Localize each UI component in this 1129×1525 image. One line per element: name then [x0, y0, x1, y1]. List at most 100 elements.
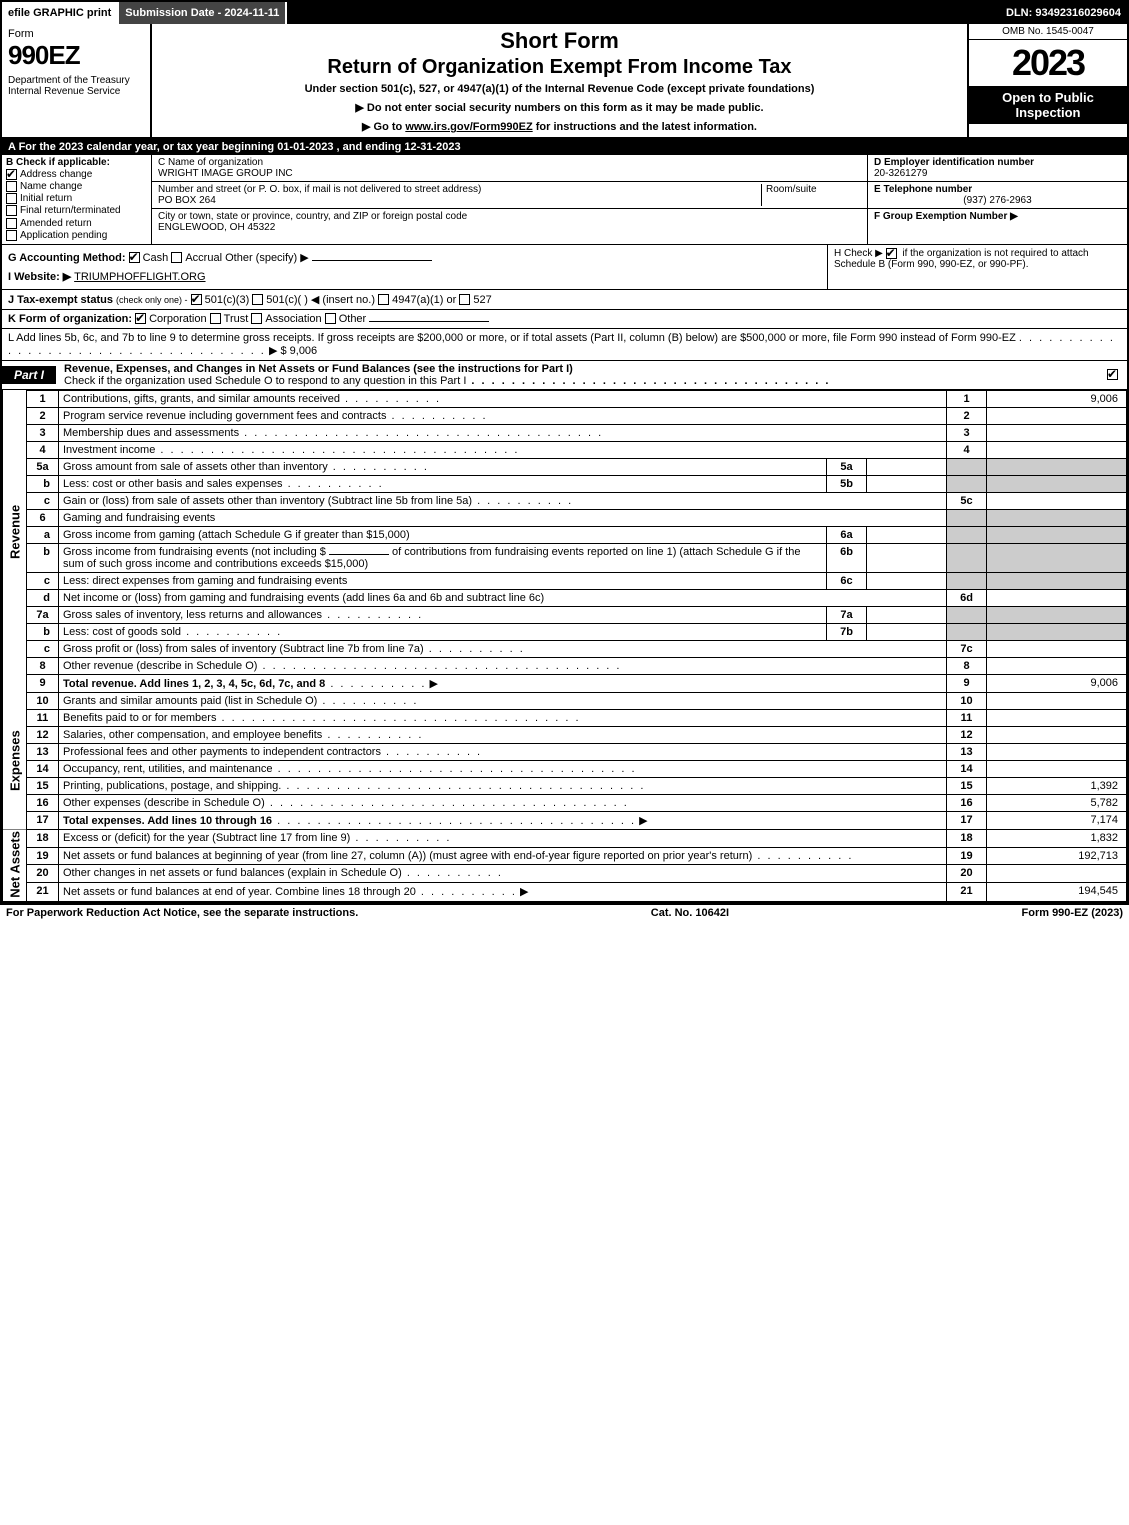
chk-name-change[interactable] [6, 181, 17, 192]
line-5a-mini: 5a [827, 458, 867, 475]
line-11-desc: Benefits paid to or for members [63, 712, 216, 724]
omb-number: OMB No. 1545-0047 [969, 24, 1127, 40]
chk-trust[interactable] [210, 313, 221, 324]
line-5c-desc: Gain or (loss) from sale of assets other… [63, 495, 472, 507]
chk-501c[interactable] [252, 294, 263, 305]
form-title-short: Short Form [160, 28, 959, 54]
line-l-value: 9,006 [290, 345, 318, 357]
line-3-val [987, 424, 1127, 441]
form-990ez: efile GRAPHIC print Submission Date - 20… [0, 0, 1129, 904]
line-5b-desc: Less: cost or other basis and sales expe… [63, 478, 283, 490]
dln: DLN: 93492316029604 [1000, 2, 1127, 24]
netassets-side-label: Net Assets [3, 829, 27, 901]
website-value[interactable]: TRIUMPHOFFLIGHT.ORG [74, 271, 205, 283]
line-6d-desc: Net income or (loss) from gaming and fun… [63, 592, 544, 604]
line-11-col: 11 [947, 709, 987, 726]
line-6c-num: c [27, 572, 59, 589]
line-5b-minival [867, 475, 947, 492]
line-8-val [987, 657, 1127, 674]
chk-association[interactable] [251, 313, 262, 324]
line-18-val: 1,832 [987, 829, 1127, 847]
form-label: Form [8, 28, 144, 40]
shade-cell [947, 526, 987, 543]
irs-link[interactable]: www.irs.gov/Form990EZ [405, 121, 532, 133]
lbl-application-pending: Application pending [20, 230, 107, 241]
line-8-col: 8 [947, 657, 987, 674]
chk-schedule-o-part1[interactable] [1107, 369, 1118, 380]
line-7a-desc: Gross sales of inventory, less returns a… [63, 609, 322, 621]
chk-amended-return[interactable] [6, 218, 17, 229]
header-left: Form 990EZ Department of the Treasury In… [2, 24, 152, 137]
line-7c-col: 7c [947, 640, 987, 657]
line-7a-num: 7a [27, 606, 59, 623]
chk-application-pending[interactable] [6, 230, 17, 241]
lbl-address-change: Address change [20, 169, 92, 180]
line-18-num: 18 [27, 829, 59, 847]
line-6d-col: 6d [947, 589, 987, 606]
row-l: L Add lines 5b, 6c, and 7b to line 9 to … [2, 329, 1127, 361]
line-5c-col: 5c [947, 492, 987, 509]
arrow-icon [517, 886, 529, 898]
other-specify-input[interactable] [312, 260, 432, 261]
shade-cell [947, 458, 987, 475]
chk-initial-return[interactable] [6, 193, 17, 204]
line-16-desc: Other expenses (describe in Schedule O) [63, 797, 265, 809]
line-16-num: 16 [27, 794, 59, 811]
section-b-label: B Check if applicable: [6, 157, 147, 168]
chk-schedule-b[interactable] [886, 248, 897, 259]
footer-paperwork-notice: For Paperwork Reduction Act Notice, see … [6, 907, 358, 919]
lbl-4947a1: 4947(a)(1) or [392, 294, 456, 306]
chk-527[interactable] [459, 294, 470, 305]
department-label: Department of the Treasury Internal Reve… [8, 75, 144, 97]
line-13-desc: Professional fees and other payments to … [63, 746, 381, 758]
open-to-public: Open to Public Inspection [969, 86, 1127, 124]
chk-501c3[interactable] [191, 294, 202, 305]
ssn-warning: ▶ Do not enter social security numbers o… [160, 101, 959, 114]
line-6-desc: Gaming and fundraising events [59, 509, 947, 526]
line-20-col: 20 [947, 865, 987, 883]
chk-other-org[interactable] [325, 313, 336, 324]
chk-final-return[interactable] [6, 205, 17, 216]
chk-corporation[interactable] [135, 313, 146, 324]
efile-print-label[interactable]: efile GRAPHIC print [2, 2, 119, 24]
line-6c-mini: 6c [827, 572, 867, 589]
line-9-desc: Total revenue. Add lines 1, 2, 3, 4, 5c,… [63, 678, 325, 690]
chk-cash[interactable] [129, 252, 140, 263]
line-21-desc: Net assets or fund balances at end of ye… [63, 886, 416, 898]
line-20-val [987, 865, 1127, 883]
line-19-val: 192,713 [987, 847, 1127, 865]
chk-4947a1[interactable] [378, 294, 389, 305]
section-bcdef: B Check if applicable: Address change Na… [2, 155, 1127, 245]
row-k: K Form of organization: Corporation Trus… [2, 310, 1127, 329]
expenses-side-label: Expenses [3, 692, 27, 829]
part1-tag: Part I [2, 366, 56, 384]
line-10-val [987, 692, 1127, 709]
line-5c-num: c [27, 492, 59, 509]
line-6d-num: d [27, 589, 59, 606]
line-2-val [987, 407, 1127, 424]
lbl-other-specify: Other (specify) ▶ [225, 252, 309, 264]
line-12-num: 12 [27, 726, 59, 743]
line-19-desc: Net assets or fund balances at beginning… [63, 850, 752, 862]
footer-form-ref: Form 990-EZ (2023) [1022, 907, 1124, 919]
shade-cell [987, 623, 1127, 640]
line-1-col: 1 [947, 390, 987, 407]
lbl-final-return: Final return/terminated [20, 206, 121, 217]
dots-icon [466, 375, 830, 387]
form-subtitle: Under section 501(c), 527, or 4947(a)(1)… [160, 83, 959, 95]
shade-cell [987, 606, 1127, 623]
chk-accrual[interactable] [171, 252, 182, 263]
line-7c-desc: Gross profit or (loss) from sales of inv… [63, 643, 424, 655]
other-org-input[interactable] [369, 321, 489, 322]
line-4-col: 4 [947, 441, 987, 458]
lbl-initial-return: Initial return [20, 193, 72, 204]
chk-address-change[interactable] [6, 169, 17, 180]
line-13-val [987, 743, 1127, 760]
line-16-col: 16 [947, 794, 987, 811]
accounting-method-label: G Accounting Method: [8, 252, 126, 264]
line-14-col: 14 [947, 760, 987, 777]
line-15-col: 15 [947, 777, 987, 794]
line-6b-blank[interactable] [329, 554, 389, 555]
tax-year: 2023 [969, 40, 1127, 86]
line-8-desc: Other revenue (describe in Schedule O) [63, 660, 257, 672]
